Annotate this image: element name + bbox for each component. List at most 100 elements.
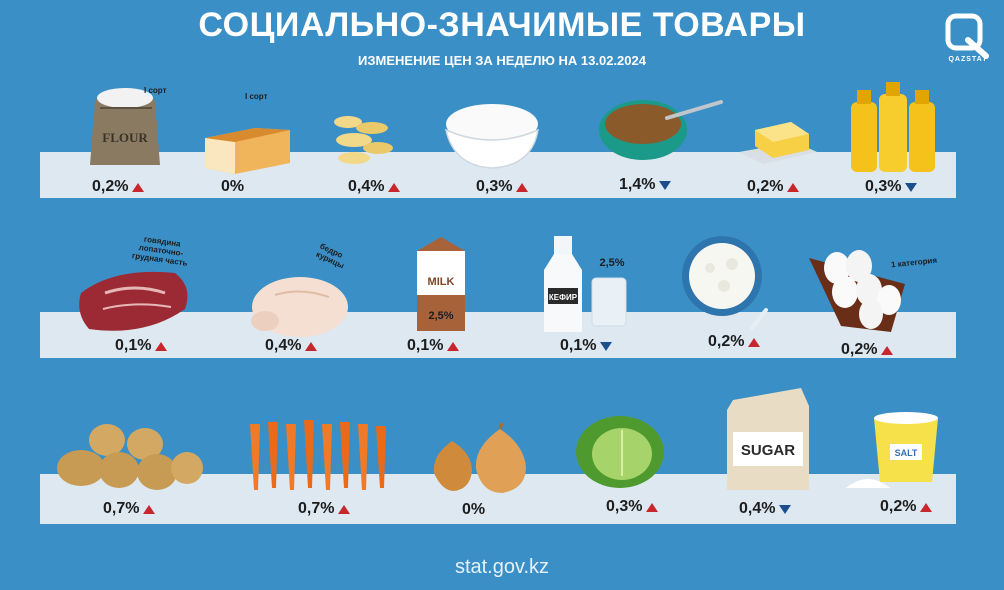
- item-rice: 0,3%: [440, 100, 550, 200]
- arrow-down-icon: [600, 341, 613, 351]
- item-sugar: SUGAR 0,4%: [723, 386, 833, 524]
- item-butter: 0,2%: [735, 108, 845, 200]
- butter-percent: 0,2%: [747, 178, 784, 195]
- potato-value: 0,7%: [103, 500, 156, 518]
- onion-icon: [433, 422, 526, 493]
- arrow-up-icon: [920, 502, 933, 512]
- page-title: СОЦИАЛЬНО-ЗНАЧИМЫЕ ТОВАРЫ: [198, 6, 806, 44]
- sugar-bag-icon: SUGAR: [727, 388, 809, 490]
- bread-percent: 0%: [221, 178, 245, 195]
- item-bread: I сорт 0%: [195, 90, 305, 200]
- salt-icon: SALT: [846, 412, 938, 488]
- flour-package-label: FLOUR: [102, 130, 148, 145]
- arrow-down-icon: [905, 182, 918, 192]
- row2-band: [40, 312, 956, 358]
- item-beef: говядина лопаточно- грудная часть 0,1%: [75, 235, 188, 359]
- item-cottage-cheese: 0,2%: [680, 236, 790, 359]
- footer-site[interactable]: stat.gov.kz: [454, 556, 550, 578]
- item-potato: 0,7%: [55, 420, 203, 524]
- cottage-cheese-icon: [682, 236, 768, 330]
- qazstat-logo-icon: [945, 13, 989, 59]
- carrot-icon: [250, 420, 386, 490]
- chicken-thigh-icon: [251, 277, 348, 337]
- arrow-up-icon: [338, 504, 351, 514]
- eggs-icon: [809, 250, 905, 332]
- cottage-cheese-value: 0,2%: [708, 333, 761, 351]
- flour-sack-icon: FLOUR: [90, 88, 160, 165]
- cabbage-icon: [576, 416, 664, 488]
- onion-value: 0%: [462, 501, 485, 519]
- arrow-up-icon: [143, 504, 156, 514]
- arrow-up-icon: [881, 345, 894, 355]
- oil-percent: 0,3%: [865, 178, 902, 195]
- potato-percent: 0,7%: [103, 500, 140, 517]
- milk-percent: 0,1%: [407, 337, 444, 354]
- butter-value: 0,2%: [747, 178, 800, 196]
- pasta-percent: 0,4%: [348, 178, 385, 195]
- salt-package-label: SALT: [895, 448, 918, 458]
- item-chicken: бедро курицы 0,4%: [245, 242, 355, 359]
- page-subtitle: ИЗМЕНЕНИЕ ЦЕН ЗА НЕДЕЛЮ НА 13.02.2024: [358, 53, 646, 68]
- arrow-up-icon: [132, 182, 145, 192]
- carrot-value: 0,7%: [298, 500, 351, 518]
- rice-bowl-icon: [444, 104, 539, 169]
- item-pasta: 0,4%: [330, 105, 440, 200]
- arrow-down-icon: [779, 504, 792, 514]
- buckwheat-bowl-icon: [599, 100, 723, 160]
- arrow-up-icon: [305, 341, 318, 351]
- item-oil: 0,3%: [845, 82, 955, 200]
- oil-value: 0,3%: [865, 178, 918, 196]
- buckwheat-value: 1,4%: [619, 176, 672, 194]
- item-carrot: 0,7%: [242, 418, 386, 524]
- bread-note: I сорт: [245, 92, 268, 101]
- eggs-value: 0,2%: [841, 341, 894, 359]
- eggs-percent: 0,2%: [841, 341, 878, 358]
- cabbage-percent: 0,3%: [606, 498, 643, 515]
- salt-percent: 0,2%: [880, 498, 917, 515]
- arrow-up-icon: [388, 182, 401, 192]
- arrow-up-icon: [447, 341, 460, 351]
- salt-value: 0,2%: [880, 498, 933, 516]
- chicken-value: 0,4%: [265, 337, 318, 355]
- carrot-percent: 0,7%: [298, 500, 335, 517]
- kefir-value: 0,1%: [560, 337, 613, 355]
- milk-package-label: MILK: [428, 276, 455, 288]
- onion-percent: 0%: [462, 501, 486, 518]
- logo-text: QAZSTAT: [948, 56, 988, 63]
- rice-percent: 0,3%: [476, 178, 513, 195]
- rice-value: 0,3%: [476, 178, 529, 196]
- flour-note: I сорт: [144, 86, 167, 95]
- potato-icon: [57, 424, 203, 490]
- sugar-percent: 0,4%: [739, 500, 776, 517]
- butter-icon: [739, 122, 817, 164]
- item-kefir: КЕФИР 2,5% 0,1%: [540, 236, 650, 359]
- sugar-package-label: SUGAR: [741, 442, 795, 459]
- sugar-value: 0,4%: [739, 500, 792, 518]
- item-onion: 0%: [422, 422, 532, 524]
- kefir-percent: 0,1%: [560, 337, 597, 354]
- pasta-icon: [334, 116, 393, 164]
- arrow-up-icon: [646, 502, 659, 512]
- arrow-up-icon: [516, 182, 529, 192]
- bread-value: 0%: [221, 178, 244, 196]
- item-buckwheat: 1,4%: [597, 96, 723, 200]
- milk-carton-icon: MILK 2,5%: [417, 237, 465, 331]
- milk-value: 0,1%: [407, 337, 460, 355]
- item-flour: FLOUR I сорт 0,2%: [70, 80, 180, 200]
- item-cabbage: 0,3%: [572, 410, 682, 524]
- flour-percent: 0,2%: [92, 178, 129, 195]
- kefir-fat-label: 2,5%: [599, 257, 624, 269]
- chicken-percent: 0,4%: [265, 337, 302, 354]
- item-eggs: 1 категория 0,2%: [805, 238, 937, 359]
- arrow-up-icon: [748, 337, 761, 347]
- arrow-up-icon: [155, 341, 168, 351]
- item-salt: SALT 0,2%: [846, 410, 956, 524]
- beef-percent: 0,1%: [115, 337, 152, 354]
- milk-fat-label: 2,5%: [428, 310, 453, 322]
- kefir-bottle-icon: КЕФИР 2,5%: [544, 236, 627, 332]
- buckwheat-percent: 1,4%: [619, 176, 656, 193]
- beef-icon: [79, 271, 188, 331]
- item-milk: MILK 2,5% 0,1%: [405, 233, 515, 359]
- cottage-cheese-percent: 0,2%: [708, 333, 745, 350]
- sunflower-oil-icon: [851, 82, 935, 172]
